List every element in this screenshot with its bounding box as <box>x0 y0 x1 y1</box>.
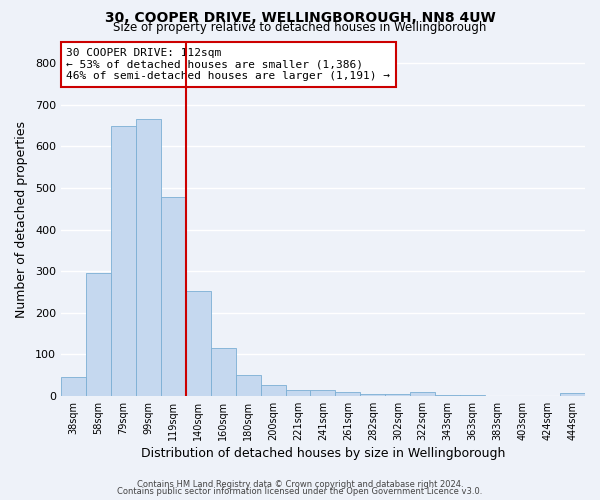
Bar <box>560 393 585 396</box>
X-axis label: Distribution of detached houses by size in Wellingborough: Distribution of detached houses by size … <box>141 447 505 460</box>
Text: 30 COOPER DRIVE: 112sqm
← 53% of detached houses are smaller (1,386)
46% of semi: 30 COOPER DRIVE: 112sqm ← 53% of detache… <box>66 48 390 81</box>
Bar <box>136 120 161 396</box>
Bar <box>460 394 485 396</box>
Bar <box>161 197 186 396</box>
Bar <box>186 291 211 396</box>
Bar <box>260 384 286 396</box>
Bar <box>211 348 236 396</box>
Bar <box>335 392 361 396</box>
Text: Contains public sector information licensed under the Open Government Licence v3: Contains public sector information licen… <box>118 487 482 496</box>
Bar <box>236 375 260 396</box>
Bar <box>86 273 111 396</box>
Y-axis label: Number of detached properties: Number of detached properties <box>15 120 28 318</box>
Text: Size of property relative to detached houses in Wellingborough: Size of property relative to detached ho… <box>113 21 487 34</box>
Bar <box>310 390 335 396</box>
Bar <box>286 390 310 396</box>
Bar <box>61 376 86 396</box>
Bar <box>410 392 435 396</box>
Text: 30, COOPER DRIVE, WELLINGBOROUGH, NN8 4UW: 30, COOPER DRIVE, WELLINGBOROUGH, NN8 4U… <box>104 11 496 25</box>
Text: Contains HM Land Registry data © Crown copyright and database right 2024.: Contains HM Land Registry data © Crown c… <box>137 480 463 489</box>
Bar <box>111 126 136 396</box>
Bar <box>435 394 460 396</box>
Bar <box>385 394 410 396</box>
Bar <box>361 394 385 396</box>
